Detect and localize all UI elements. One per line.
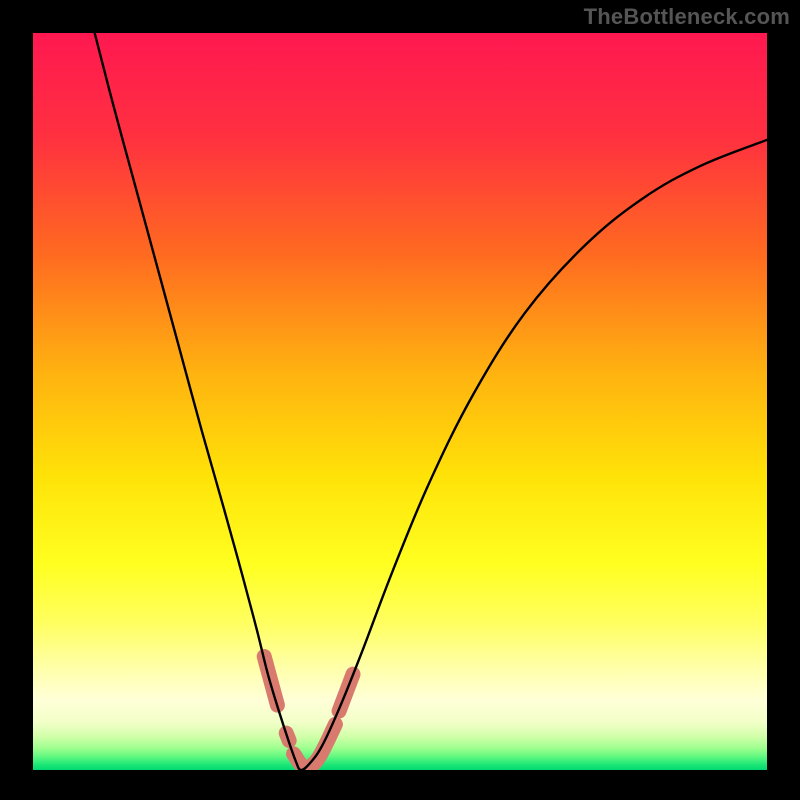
chart-svg bbox=[33, 33, 767, 770]
chart-container: TheBottleneck.com bbox=[0, 0, 800, 800]
watermark-text: TheBottleneck.com bbox=[584, 4, 790, 30]
gradient-background bbox=[33, 33, 767, 770]
plot-area bbox=[33, 33, 767, 770]
